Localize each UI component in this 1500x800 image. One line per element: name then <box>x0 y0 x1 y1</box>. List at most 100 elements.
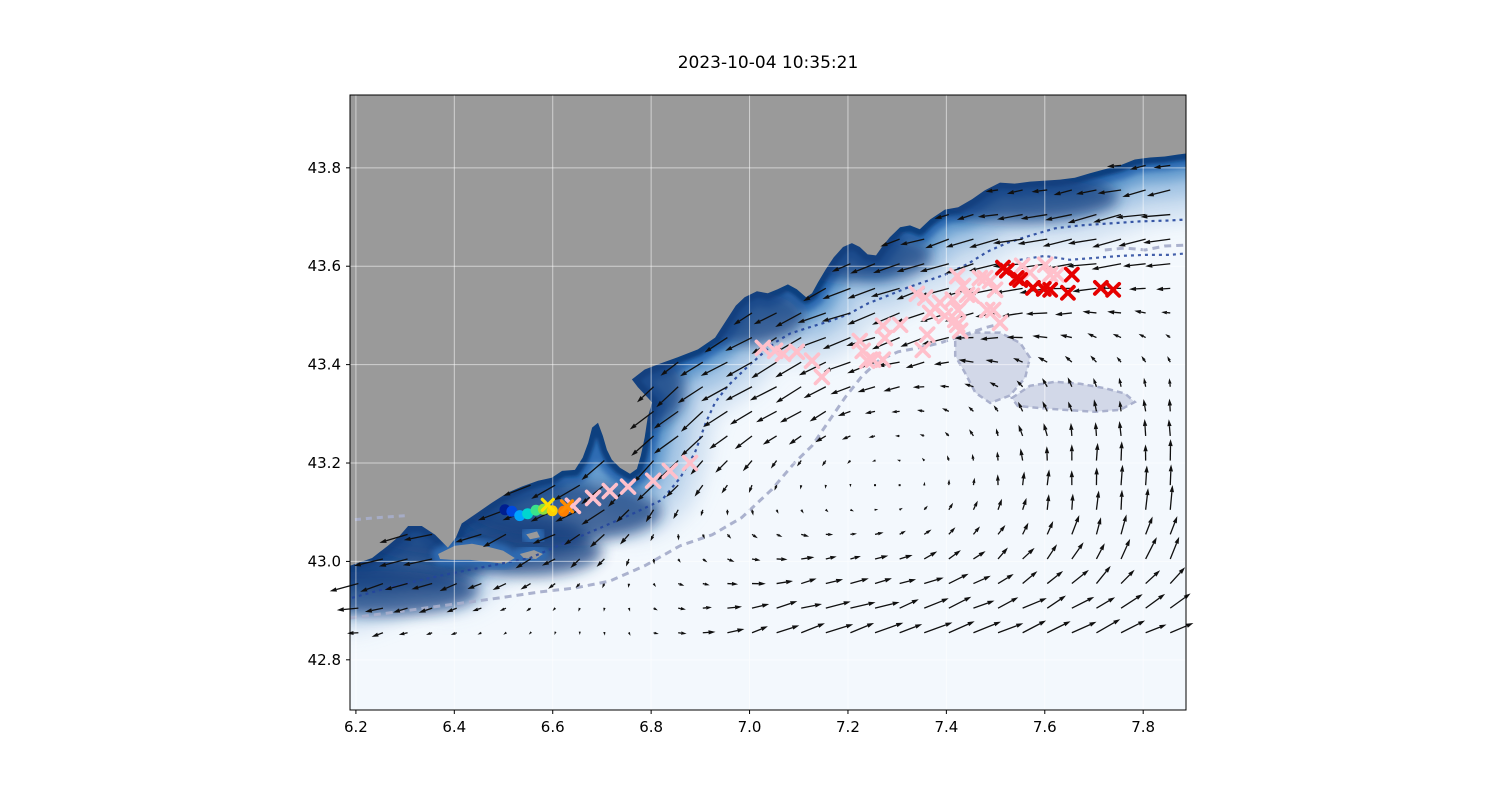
current-arrow <box>586 484 605 501</box>
current-arrow <box>926 263 950 271</box>
current-arrow-head <box>336 607 344 612</box>
current-arrow <box>878 312 900 323</box>
current-arrow <box>547 558 556 564</box>
current-arrow-head <box>925 529 932 534</box>
current-arrow <box>874 624 897 634</box>
current-arrow-head <box>637 396 644 403</box>
current-arrow-head <box>1128 569 1135 577</box>
current-arrow <box>853 312 876 323</box>
current-arrow-head <box>1174 536 1180 544</box>
current-arrow-head <box>989 382 996 387</box>
current-arrow-head <box>1063 621 1071 627</box>
isobath-contour-lavender <box>354 514 406 522</box>
pink-x-marker <box>986 281 1004 299</box>
current-arrow-head <box>603 607 606 612</box>
current-arrow-head <box>378 562 387 567</box>
current-arrow-head <box>1137 620 1146 626</box>
current-arrow-head <box>1158 593 1166 600</box>
current-arrow-head <box>850 268 858 274</box>
current-arrow-head <box>933 361 942 366</box>
current-arrow-head <box>1018 424 1023 432</box>
current-arrow-head <box>830 555 837 560</box>
x-tick-label: 7.4 <box>934 718 958 736</box>
current-arrow-head <box>503 491 511 496</box>
current-arrow <box>627 558 630 562</box>
current-arrow <box>652 534 655 537</box>
current-arrow-head <box>758 581 766 586</box>
current-arrow <box>1114 311 1122 314</box>
current-arrow-head <box>797 318 805 323</box>
current-arrow <box>739 312 753 322</box>
current-arrow-head <box>1140 214 1148 219</box>
current-arrow-head <box>677 558 681 563</box>
y-tick-label: 42.8 <box>308 651 341 669</box>
current-arrow <box>536 484 556 496</box>
current-quiver <box>329 163 1194 637</box>
current-arrow <box>870 410 876 413</box>
current-arrow <box>685 361 704 374</box>
current-arrow <box>1168 360 1171 363</box>
current-arrow-head <box>1151 537 1157 545</box>
current-arrow <box>1022 575 1033 585</box>
current-arrow <box>702 558 705 561</box>
current-arrow <box>820 435 827 440</box>
current-arrow <box>404 632 408 635</box>
current-arrow-head <box>673 512 678 519</box>
current-arrow <box>759 312 777 322</box>
current-arrow-head <box>700 370 708 376</box>
pink-x-marker <box>958 286 976 304</box>
current-arrow-head <box>1066 263 1074 268</box>
current-arrow-head <box>1156 286 1164 292</box>
current-arrow <box>1147 213 1171 218</box>
current-arrow-head <box>1093 218 1101 223</box>
current-arrow-head <box>881 555 889 560</box>
current-arrow <box>1069 382 1073 388</box>
current-arrow-head <box>815 437 823 443</box>
current-arrow-head <box>803 393 811 399</box>
current-arrow-head <box>997 498 1002 506</box>
current-arrow-head <box>1019 289 1027 294</box>
current-arrow-head <box>1020 215 1028 220</box>
current-arrow <box>997 552 1004 560</box>
current-arrow-head <box>554 631 557 635</box>
pink-x-marker <box>788 343 806 361</box>
current-arrow-head <box>581 519 589 525</box>
current-arrow <box>1120 520 1126 535</box>
current-arrow-head <box>1031 188 1039 194</box>
current-arrow-head <box>1113 619 1121 625</box>
current-arrow-head <box>704 346 712 353</box>
current-arrow-head <box>1045 216 1053 221</box>
current-arrow <box>659 435 679 450</box>
current-arrow-head <box>515 562 523 569</box>
current-arrow <box>1095 523 1100 535</box>
current-arrow-head <box>1093 422 1099 430</box>
current-arrow-head <box>843 601 851 606</box>
current-arrow-head <box>1183 593 1191 600</box>
current-arrow <box>1046 501 1049 510</box>
current-arrow-head <box>831 266 840 272</box>
current-arrow-head <box>364 608 373 613</box>
current-arrow <box>336 582 359 591</box>
current-arrow-head <box>945 243 954 248</box>
current-arrow <box>1153 189 1171 195</box>
current-arrow-head <box>680 425 688 432</box>
current-arrow <box>948 623 969 634</box>
current-arrow-head <box>1169 485 1174 493</box>
current-arrow-head <box>1104 565 1111 573</box>
current-arrow <box>637 460 655 478</box>
current-arrow-head <box>725 345 733 351</box>
isobath-blob-lavender <box>953 331 1032 405</box>
current-arrow-head <box>1129 286 1137 291</box>
isobath-contour-navy <box>351 218 1186 599</box>
y-tick-label: 43.8 <box>308 159 341 177</box>
current-arrow-head <box>666 490 673 497</box>
current-arrow-head <box>1089 621 1097 627</box>
current-arrow <box>874 556 882 560</box>
current-arrow-head <box>864 410 872 415</box>
current-arrow-head <box>1044 446 1050 454</box>
current-arrow <box>828 312 851 321</box>
current-arrow-head <box>978 551 986 557</box>
current-arrow-head <box>987 600 995 605</box>
current-arrow-head <box>1161 310 1167 315</box>
current-arrow <box>1124 238 1146 245</box>
